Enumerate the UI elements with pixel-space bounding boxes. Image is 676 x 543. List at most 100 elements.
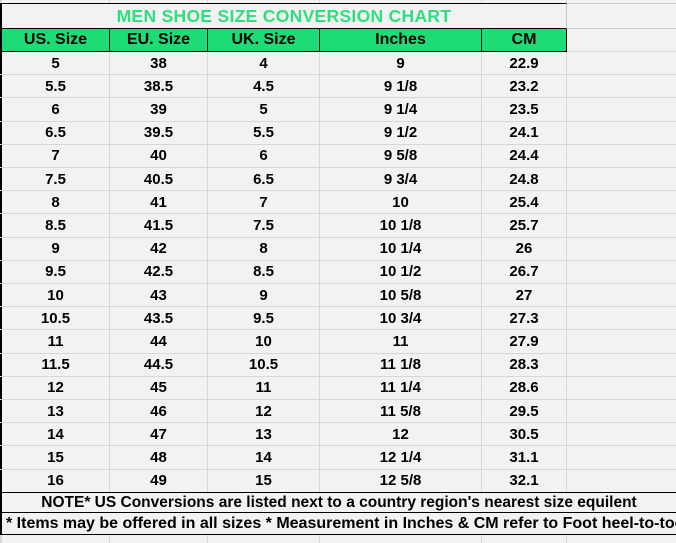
empty-cell[interactable]: [567, 237, 676, 260]
data-cell[interactable]: 9: [320, 52, 482, 75]
header-cell-us-size[interactable]: US. Size: [0, 29, 110, 52]
data-cell[interactable]: 27.9: [482, 330, 567, 353]
data-cell[interactable]: 45: [110, 376, 208, 400]
empty-cell[interactable]: [567, 284, 676, 307]
data-cell[interactable]: 9 5/8: [320, 144, 482, 168]
data-cell[interactable]: 8: [208, 237, 320, 260]
data-cell[interactable]: 6: [208, 144, 320, 168]
data-cell[interactable]: 10 1/2: [320, 260, 482, 284]
header-cell-cm[interactable]: CM: [482, 29, 567, 52]
data-cell[interactable]: 24.4: [482, 144, 567, 168]
data-cell[interactable]: 6: [0, 98, 110, 121]
data-cell[interactable]: 48: [110, 446, 208, 469]
data-cell[interactable]: 15: [208, 469, 320, 492]
empty-cell[interactable]: [567, 214, 676, 237]
data-cell[interactable]: 31.1: [482, 446, 567, 469]
data-cell[interactable]: 28.3: [482, 353, 567, 376]
data-cell[interactable]: 41: [110, 191, 208, 214]
data-cell[interactable]: 5: [208, 98, 320, 121]
data-cell[interactable]: 10 1/8: [320, 214, 482, 237]
data-cell[interactable]: 11 1/4: [320, 376, 482, 400]
empty-cell[interactable]: [567, 469, 676, 492]
empty-cell[interactable]: [567, 52, 676, 75]
data-cell[interactable]: 9.5: [0, 260, 110, 284]
empty-cell[interactable]: [567, 260, 676, 284]
data-cell[interactable]: 49: [110, 469, 208, 492]
data-cell[interactable]: 11.5: [0, 353, 110, 376]
empty-cell[interactable]: [567, 353, 676, 376]
data-cell[interactable]: 5.5: [0, 75, 110, 98]
data-cell[interactable]: 23.2: [482, 75, 567, 98]
data-cell[interactable]: 9.5: [208, 307, 320, 330]
data-cell[interactable]: 11 5/8: [320, 400, 482, 423]
data-cell[interactable]: 39.5: [110, 121, 208, 144]
chart-title[interactable]: MEN SHOE SIZE CONVERSION CHART: [0, 3, 567, 29]
data-cell[interactable]: 12: [0, 376, 110, 400]
data-cell[interactable]: 6.5: [208, 168, 320, 191]
data-cell[interactable]: 24.8: [482, 168, 567, 191]
data-cell[interactable]: 25.7: [482, 214, 567, 237]
data-cell[interactable]: 40: [110, 144, 208, 168]
header-cell-inches[interactable]: Inches: [320, 29, 482, 52]
data-cell[interactable]: 4: [208, 52, 320, 75]
note-conversion[interactable]: NOTE* US Conversions are listed next to …: [0, 492, 676, 513]
data-cell[interactable]: 43: [110, 284, 208, 307]
empty-cell[interactable]: [567, 168, 676, 191]
data-cell[interactable]: 24.1: [482, 121, 567, 144]
data-cell[interactable]: 41.5: [110, 214, 208, 237]
data-cell[interactable]: 9 1/4: [320, 98, 482, 121]
data-cell[interactable]: 25.4: [482, 191, 567, 214]
data-cell[interactable]: 26: [482, 237, 567, 260]
empty-cell[interactable]: [567, 446, 676, 469]
data-cell[interactable]: 8.5: [208, 260, 320, 284]
data-cell[interactable]: 13: [0, 400, 110, 423]
empty-cell[interactable]: [567, 400, 676, 423]
data-cell[interactable]: 9 1/8: [320, 75, 482, 98]
data-cell[interactable]: 38: [110, 52, 208, 75]
data-cell[interactable]: 10 5/8: [320, 284, 482, 307]
data-cell[interactable]: 42.5: [110, 260, 208, 284]
data-cell[interactable]: 47: [110, 423, 208, 446]
data-cell[interactable]: 10: [320, 191, 482, 214]
note-measurement[interactable]: * Items may be offered in all sizes * Me…: [0, 513, 676, 535]
empty-cell[interactable]: [567, 307, 676, 330]
data-cell[interactable]: 12: [320, 423, 482, 446]
data-cell[interactable]: 16: [0, 469, 110, 492]
data-cell[interactable]: 10: [208, 330, 320, 353]
data-cell[interactable]: 11: [320, 330, 482, 353]
empty-cell[interactable]: [567, 98, 676, 121]
data-cell[interactable]: 8.5: [0, 214, 110, 237]
empty-cell[interactable]: [567, 29, 676, 52]
data-cell[interactable]: 44.5: [110, 353, 208, 376]
data-cell[interactable]: 15: [0, 446, 110, 469]
empty-cell[interactable]: [567, 423, 676, 446]
header-cell-uk-size[interactable]: UK. Size: [208, 29, 320, 52]
data-cell[interactable]: 12 5/8: [320, 469, 482, 492]
data-cell[interactable]: 9: [0, 237, 110, 260]
data-cell[interactable]: 4.5: [208, 75, 320, 98]
data-cell[interactable]: 12: [208, 400, 320, 423]
data-cell[interactable]: 9: [208, 284, 320, 307]
data-cell[interactable]: 7.5: [0, 168, 110, 191]
data-cell[interactable]: 5.5: [208, 121, 320, 144]
data-cell[interactable]: 38.5: [110, 75, 208, 98]
data-cell[interactable]: 27.3: [482, 307, 567, 330]
data-cell[interactable]: 10: [0, 284, 110, 307]
data-cell[interactable]: 28.6: [482, 376, 567, 400]
data-cell[interactable]: 30.5: [482, 423, 567, 446]
data-cell[interactable]: 10 1/4: [320, 237, 482, 260]
data-cell[interactable]: 5: [0, 52, 110, 75]
data-cell[interactable]: 42: [110, 237, 208, 260]
empty-cell[interactable]: [567, 191, 676, 214]
data-cell[interactable]: 10.5: [0, 307, 110, 330]
data-cell[interactable]: 44: [110, 330, 208, 353]
data-cell[interactable]: 6.5: [0, 121, 110, 144]
empty-cell[interactable]: [567, 3, 676, 29]
empty-cell[interactable]: [567, 75, 676, 98]
data-cell[interactable]: 11: [208, 376, 320, 400]
data-cell[interactable]: 43.5: [110, 307, 208, 330]
data-cell[interactable]: 8: [0, 191, 110, 214]
data-cell[interactable]: 32.1: [482, 469, 567, 492]
empty-cell[interactable]: [567, 121, 676, 144]
empty-cell[interactable]: [567, 376, 676, 400]
